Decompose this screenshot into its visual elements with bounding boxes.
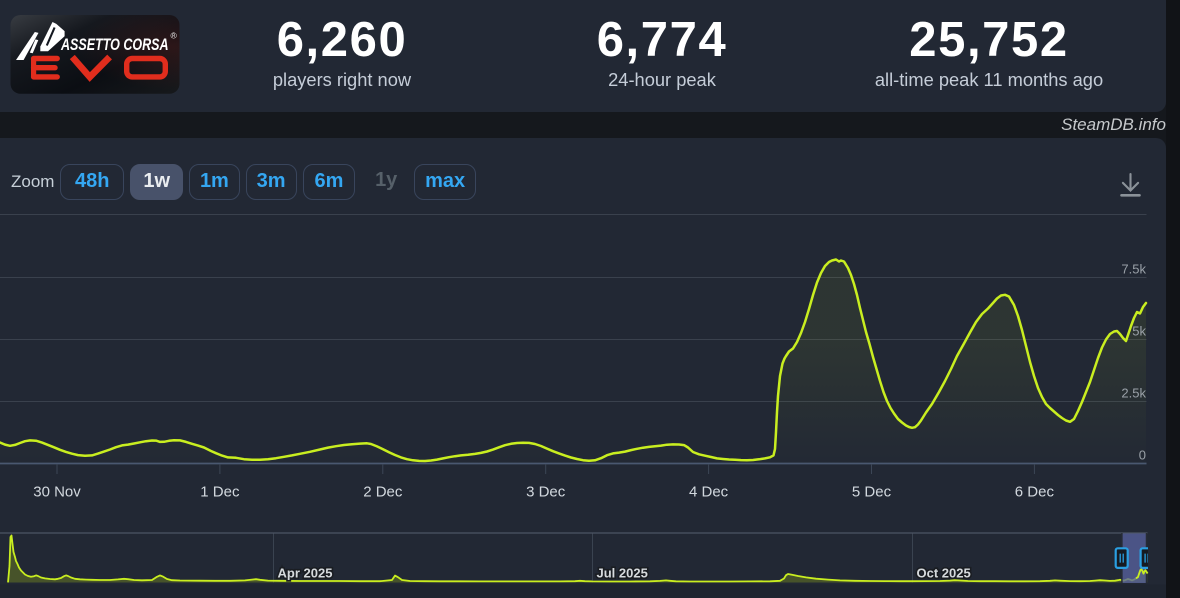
svg-text:Apr 2025: Apr 2025	[278, 566, 333, 581]
svg-text:5k: 5k	[1132, 324, 1146, 339]
svg-text:7.5k: 7.5k	[1121, 262, 1146, 277]
svg-text:5 Dec: 5 Dec	[852, 484, 892, 501]
svg-text:Jul 2025: Jul 2025	[597, 566, 648, 581]
svg-text:4 Dec: 4 Dec	[689, 484, 729, 501]
svg-text:2 Dec: 2 Dec	[363, 484, 403, 501]
svg-text:2.5k: 2.5k	[1121, 386, 1146, 401]
svg-text:Oct 2025: Oct 2025	[917, 566, 971, 581]
svg-text:ASSETTO CORSA: ASSETTO CORSA	[60, 36, 168, 54]
svg-text:®: ®	[171, 31, 178, 41]
svg-text:1 Dec: 1 Dec	[200, 484, 240, 501]
svg-text:3 Dec: 3 Dec	[526, 484, 566, 501]
svg-text:0: 0	[1139, 448, 1146, 463]
svg-text:30 Nov: 30 Nov	[33, 484, 81, 501]
svg-text:6 Dec: 6 Dec	[1015, 484, 1055, 501]
